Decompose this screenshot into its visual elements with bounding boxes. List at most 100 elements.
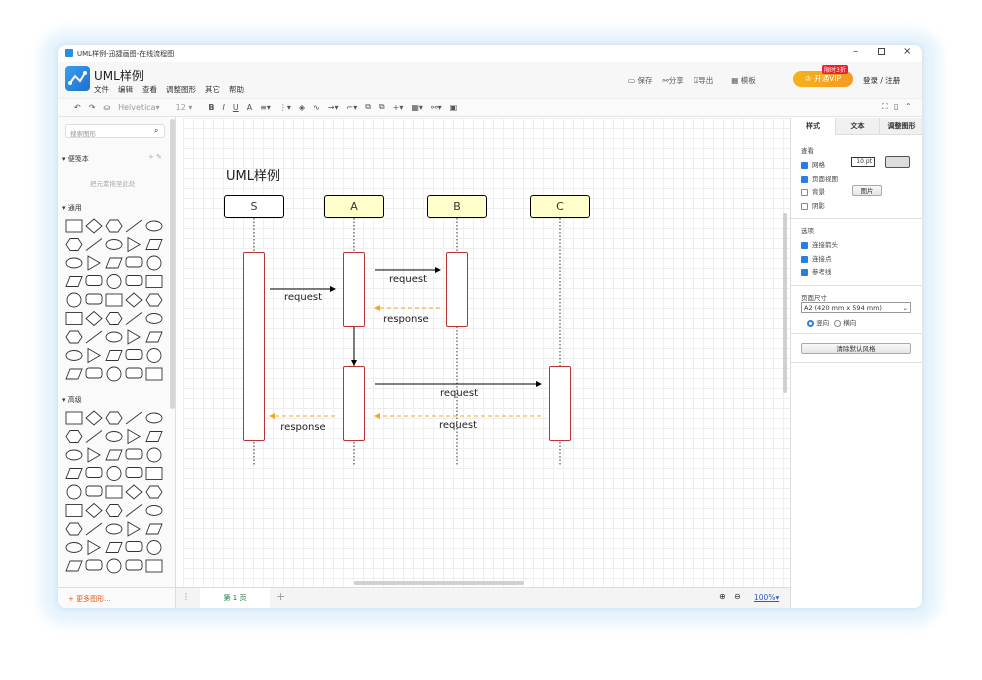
palette-shape[interactable]: [85, 310, 103, 327]
sidebar-scrollbar[interactable]: [170, 119, 175, 409]
participant-s[interactable]: S: [224, 195, 284, 218]
guides-checkbox[interactable]: 参考线: [801, 266, 832, 276]
palette-shape[interactable]: [105, 350, 123, 361]
font-size-select[interactable]: 12 ▾: [175, 102, 193, 112]
palette-shape[interactable]: [125, 467, 143, 478]
palette-shape[interactable]: [105, 293, 123, 307]
advanced-header[interactable]: ▾ 高级: [62, 396, 82, 404]
general-shapes[interactable]: [64, 217, 168, 387]
vip-button[interactable]: ♔ 开通VIP: [793, 71, 853, 87]
connection-arrows-checkbox[interactable]: 连接箭头: [801, 239, 838, 249]
palette-shape[interactable]: [85, 330, 103, 344]
palette-shape[interactable]: [106, 274, 122, 289]
maximize-button[interactable]: [878, 48, 885, 55]
line-color-icon[interactable]: ∿: [313, 102, 320, 112]
palette-shape[interactable]: [65, 312, 83, 325]
login-link[interactable]: 登录 / 注册: [863, 76, 901, 85]
message-label[interactable]: request: [439, 388, 479, 399]
reset-style-button[interactable]: 清除默认风格: [801, 343, 911, 354]
page-size-select[interactable]: A2 (420 mm x 594 mm) ⌄: [801, 302, 911, 313]
palette-shape[interactable]: [65, 504, 83, 517]
message-label[interactable]: request: [438, 420, 478, 431]
waypoint-icon[interactable]: ⌐▾: [346, 102, 358, 112]
palette-shape[interactable]: [127, 428, 141, 445]
palette-shape[interactable]: [145, 220, 163, 232]
add-page-icon[interactable]: +: [276, 590, 286, 603]
palette-shape[interactable]: [85, 485, 103, 497]
palette-shape[interactable]: [65, 468, 83, 479]
redo-icon[interactable]: ↷: [88, 102, 96, 112]
palette-shape[interactable]: [105, 239, 123, 250]
menu-edit[interactable]: 编辑: [118, 85, 133, 94]
palette-shape[interactable]: [85, 275, 103, 286]
italic-button[interactable]: I: [222, 102, 225, 112]
palette-shape[interactable]: [65, 219, 83, 233]
palette-shape[interactable]: [125, 411, 143, 425]
palette-shape[interactable]: [105, 523, 123, 535]
message-label[interactable]: response: [280, 422, 326, 433]
tab-style[interactable]: 样式: [791, 118, 835, 135]
palette-shape[interactable]: [85, 218, 103, 234]
canvas[interactable]: UML样例 S A B C request request response r…: [183, 118, 790, 587]
activation-a-2[interactable]: [343, 366, 365, 441]
format-painter-icon[interactable]: ⛀: [103, 102, 111, 112]
link-icon[interactable]: ⚯▾: [430, 102, 442, 112]
palette-shape[interactable]: [85, 502, 103, 519]
palette-shape[interactable]: [125, 349, 143, 360]
align-icon[interactable]: ≡▾: [260, 102, 271, 112]
activation-c[interactable]: [549, 366, 571, 441]
palette-shape[interactable]: [146, 447, 162, 463]
palette-shape[interactable]: [85, 467, 103, 478]
palette-shape[interactable]: [125, 292, 143, 308]
tab-text[interactable]: 文本: [835, 118, 879, 135]
connection-points-checkbox[interactable]: 连接点: [801, 253, 832, 263]
notes-header[interactable]: ▾ 便笺本: [62, 155, 89, 163]
palette-shape[interactable]: [87, 255, 101, 271]
palette-shape[interactable]: [85, 410, 103, 426]
palette-shape[interactable]: [85, 238, 103, 251]
palette-shape[interactable]: [125, 367, 143, 379]
participant-b[interactable]: B: [427, 195, 487, 218]
palette-shape[interactable]: [125, 448, 143, 460]
palette-shape[interactable]: [85, 522, 103, 536]
palette-shape[interactable]: [145, 485, 163, 499]
advanced-shapes[interactable]: [64, 409, 168, 579]
pages-menu-icon[interactable]: ⋮: [182, 592, 190, 601]
palette-shape[interactable]: [146, 348, 162, 363]
participant-a[interactable]: A: [324, 195, 384, 218]
palette-shape[interactable]: [65, 430, 83, 443]
background-checkbox[interactable]: 背景: [801, 186, 825, 196]
palette-shape[interactable]: [85, 430, 103, 443]
message-label[interactable]: response: [383, 314, 429, 325]
menu-file[interactable]: 文件: [94, 85, 109, 94]
palette-shape[interactable]: [65, 560, 83, 572]
font-select[interactable]: Helvetica▾: [118, 102, 160, 112]
palette-shape[interactable]: [145, 293, 163, 307]
palette-shape[interactable]: [65, 330, 83, 344]
to-front-icon[interactable]: ⧉: [365, 102, 371, 111]
palette-shape[interactable]: [65, 368, 83, 380]
doc-title[interactable]: UML样例: [94, 69, 144, 83]
fullscreen-icon[interactable]: ⛶: [882, 102, 888, 111]
palette-shape[interactable]: [87, 447, 101, 463]
zoom-in-icon[interactable]: ⊕: [719, 592, 726, 601]
zoom-out-icon[interactable]: ⊖: [734, 592, 741, 601]
palette-shape[interactable]: [125, 484, 143, 500]
activation-b[interactable]: [446, 252, 468, 327]
palette-shape[interactable]: [105, 504, 123, 517]
page-tab[interactable]: 第 1 页: [200, 588, 270, 608]
palette-shape[interactable]: [105, 485, 123, 499]
palette-shape[interactable]: [145, 412, 163, 424]
palette-shape[interactable]: [105, 431, 123, 442]
tab-arrange[interactable]: 调整图形: [879, 118, 922, 135]
fill-color-icon[interactable]: ◈: [298, 102, 306, 112]
palette-shape[interactable]: [65, 449, 83, 461]
landscape-radio[interactable]: 横向: [831, 319, 856, 327]
palette-shape[interactable]: [127, 521, 141, 537]
palette-shape[interactable]: [145, 275, 163, 288]
palette-shape[interactable]: [105, 312, 123, 325]
palette-shape[interactable]: [66, 484, 82, 500]
palette-shape[interactable]: [125, 541, 143, 552]
menu-other[interactable]: 其它: [205, 85, 220, 94]
message-label[interactable]: request: [388, 274, 428, 285]
